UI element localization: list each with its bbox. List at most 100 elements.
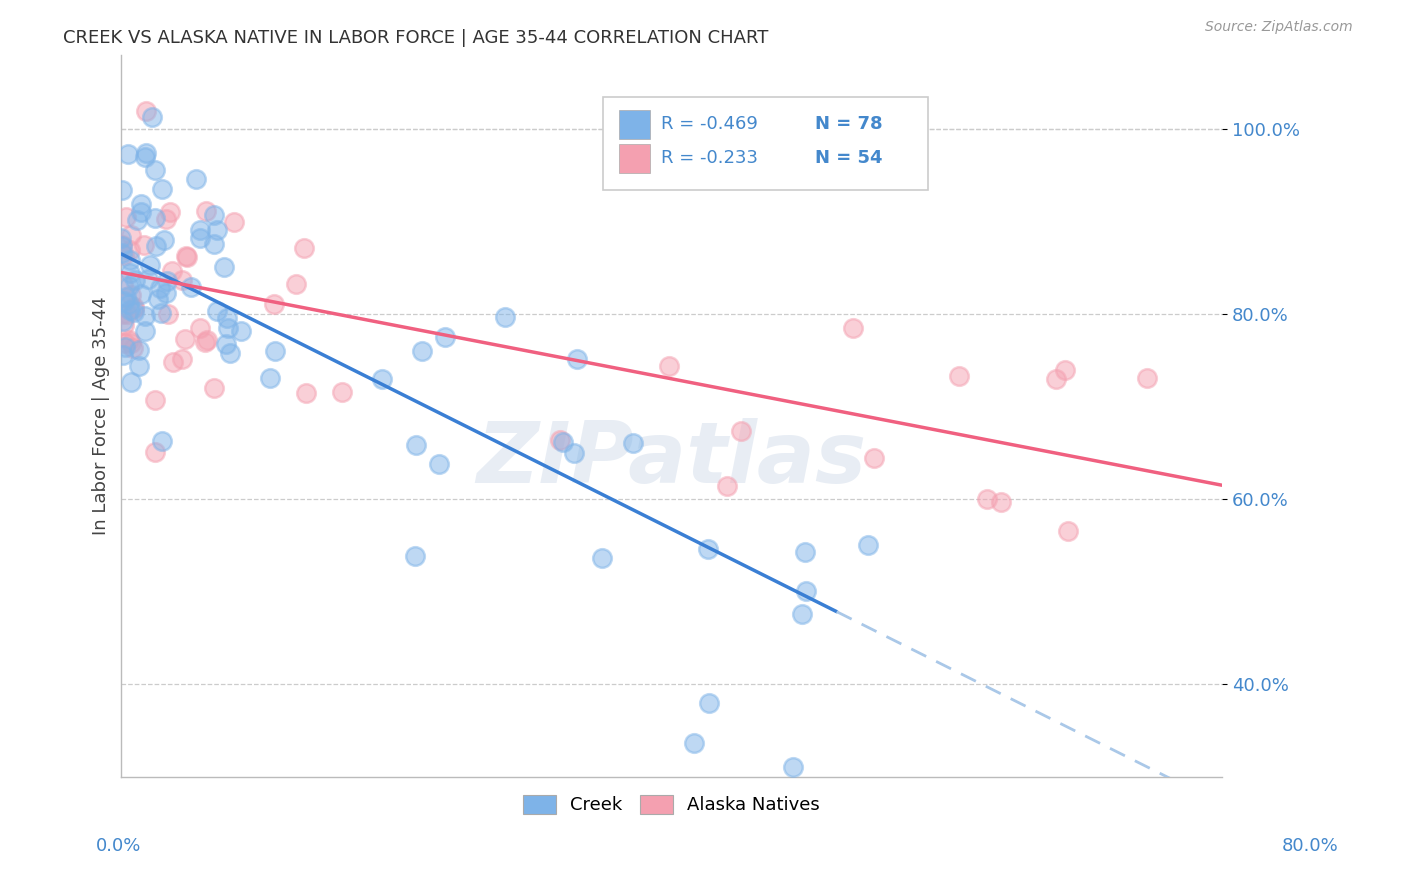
Point xyxy=(120,303,142,318)
Point xyxy=(215,310,238,325)
Point xyxy=(134,149,156,163)
Point xyxy=(134,310,156,324)
Point xyxy=(149,305,172,319)
Point xyxy=(111,238,134,252)
Point xyxy=(264,343,287,358)
Point xyxy=(114,290,136,304)
Point xyxy=(111,183,134,197)
Point xyxy=(190,223,212,237)
Point xyxy=(112,277,135,292)
Point xyxy=(794,583,817,598)
Point xyxy=(135,146,157,161)
Point xyxy=(1057,524,1080,538)
Point xyxy=(155,212,177,227)
Point xyxy=(124,302,146,317)
Text: Source: ZipAtlas.com: Source: ZipAtlas.com xyxy=(1205,20,1353,34)
Point xyxy=(188,231,211,245)
Point xyxy=(202,208,225,222)
Point xyxy=(170,351,193,366)
Point xyxy=(114,211,136,225)
Point xyxy=(125,213,148,227)
Point xyxy=(145,239,167,253)
Point xyxy=(683,736,706,750)
Point xyxy=(128,359,150,373)
Point xyxy=(155,285,177,300)
Legend: Creek, Alaska Natives: Creek, Alaska Natives xyxy=(516,788,827,822)
Point xyxy=(697,696,720,710)
Point xyxy=(150,181,173,195)
Point xyxy=(110,231,132,245)
Text: N = 78: N = 78 xyxy=(815,115,883,133)
Point xyxy=(173,332,195,346)
Point xyxy=(143,163,166,178)
Point xyxy=(697,541,720,556)
Point xyxy=(124,273,146,287)
Point xyxy=(194,334,217,349)
Point xyxy=(120,288,142,302)
Point xyxy=(129,196,152,211)
Text: ZIPatlas: ZIPatlas xyxy=(477,417,866,500)
Point xyxy=(152,233,174,247)
Point xyxy=(188,321,211,335)
Text: R = -0.233: R = -0.233 xyxy=(661,149,758,167)
Point xyxy=(112,248,135,262)
Point xyxy=(716,478,738,492)
Point xyxy=(370,372,392,386)
Point xyxy=(117,307,139,321)
Point xyxy=(143,445,166,459)
Point xyxy=(1045,372,1067,386)
Point xyxy=(184,172,207,186)
Point xyxy=(122,300,145,314)
Point xyxy=(658,359,681,374)
Point xyxy=(122,305,145,319)
Point xyxy=(621,436,644,450)
Point xyxy=(404,549,426,564)
Point xyxy=(120,375,142,389)
Point xyxy=(565,352,588,367)
Point xyxy=(494,310,516,325)
Text: N = 54: N = 54 xyxy=(815,149,883,167)
Text: 0.0%: 0.0% xyxy=(96,837,141,855)
Point xyxy=(263,297,285,311)
Point xyxy=(170,273,193,287)
Point xyxy=(948,368,970,383)
Point xyxy=(782,760,804,774)
Point xyxy=(138,258,160,272)
Point xyxy=(110,238,132,252)
Point xyxy=(330,384,353,399)
Point xyxy=(134,324,156,338)
Point xyxy=(294,385,316,400)
Point xyxy=(114,335,136,350)
Point xyxy=(162,355,184,369)
Point xyxy=(149,281,172,295)
Point xyxy=(159,204,181,219)
Point xyxy=(231,324,253,338)
Point xyxy=(217,320,239,334)
Point xyxy=(990,495,1012,509)
Point xyxy=(118,333,141,347)
Point xyxy=(143,211,166,226)
Point xyxy=(120,243,142,257)
Point xyxy=(112,293,135,308)
Point xyxy=(112,348,135,362)
Point xyxy=(553,434,575,449)
Point xyxy=(160,264,183,278)
Point xyxy=(427,458,450,472)
Point xyxy=(118,297,141,311)
Point xyxy=(434,329,457,343)
Point xyxy=(176,250,198,264)
Point xyxy=(112,318,135,332)
Point xyxy=(202,380,225,394)
Point xyxy=(204,237,226,252)
Point xyxy=(114,340,136,354)
Point xyxy=(790,607,813,621)
Point xyxy=(118,266,141,280)
Text: CREEK VS ALASKA NATIVE IN LABOR FORCE | AGE 35-44 CORRELATION CHART: CREEK VS ALASKA NATIVE IN LABOR FORCE | … xyxy=(63,29,769,46)
Point xyxy=(292,242,315,256)
Point xyxy=(111,245,134,260)
Point xyxy=(111,313,134,327)
Point xyxy=(215,337,238,351)
Point xyxy=(150,434,173,448)
Point xyxy=(562,446,585,460)
Point xyxy=(156,274,179,288)
